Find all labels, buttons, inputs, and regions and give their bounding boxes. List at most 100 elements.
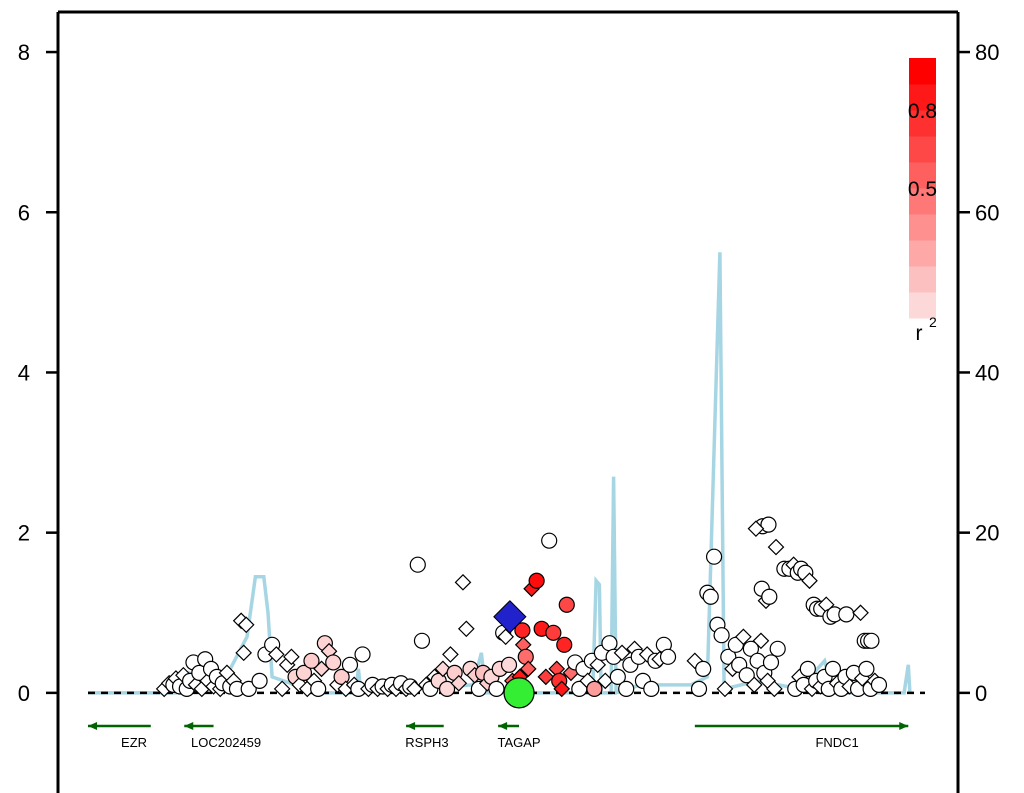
snp-point-circle: [558, 596, 575, 613]
gene-tagap-arrow-icon: [498, 722, 508, 730]
gene-rsph3-arrow-icon: [406, 722, 416, 730]
snp-point-circle: [333, 668, 350, 685]
legend-color-step: [909, 292, 936, 319]
gene-rsph3-label: RSPH3: [405, 735, 448, 750]
snp-point-circle: [354, 646, 371, 663]
snp-point-circle: [720, 648, 737, 665]
snp-point-diamond: [235, 644, 253, 662]
snp-point-circle: [409, 556, 426, 573]
snp-point-diamond: [442, 646, 459, 663]
gene-ezr-label: EZR: [121, 735, 147, 750]
snp-point-diamond: [716, 680, 734, 698]
snp-point-circle: [659, 648, 677, 665]
snp-point-diamond: [283, 648, 300, 666]
snp-point-circle: [325, 654, 342, 671]
top-snp-diamond: [493, 600, 527, 634]
index-snp-circle: [503, 677, 535, 709]
gene-fndc1-label: FNDC1: [815, 735, 858, 750]
snp-point-circle: [310, 680, 327, 697]
snp-point-circle: [695, 660, 712, 677]
snp-point-circle: [295, 664, 313, 681]
snp-point-circle: [769, 640, 786, 657]
legend-color-step: [909, 162, 936, 189]
legend-color-step: [909, 110, 936, 137]
legend-color-step: [909, 240, 936, 267]
snp-point-circle: [799, 660, 816, 677]
snp-points: [155, 516, 888, 709]
snp-point-diamond: [237, 616, 255, 634]
legend-color-step: [909, 188, 936, 215]
snp-point-circle: [528, 572, 545, 589]
left-tick-label: 6: [18, 200, 30, 225]
snp-point-circle: [251, 672, 268, 689]
gene-fndc1-arrow-icon: [899, 722, 909, 730]
snp-point-diamond: [267, 646, 285, 663]
legend-color-step: [909, 84, 936, 111]
snp-point-circle: [556, 636, 573, 653]
snp-point-circle: [545, 624, 562, 641]
snp-point-circle: [863, 632, 880, 649]
snp-point-diamond: [752, 632, 770, 650]
legend-color-step: [909, 214, 936, 241]
gene-ezr-arrow-icon: [88, 722, 97, 730]
legend-color-step: [909, 58, 936, 85]
snp-point-circle: [760, 516, 777, 533]
snp-point-diamond: [589, 656, 607, 674]
gene-track: EZR LOC202459 RSPH3 TAGAP FNDC1: [88, 722, 909, 750]
right-tick-label: 0: [975, 681, 987, 706]
snp-point-circle: [586, 680, 603, 697]
legend-color-step: [909, 266, 936, 293]
snp-point-circle: [438, 680, 456, 697]
snp-point-diamond: [457, 620, 475, 638]
snp-point-circle: [690, 680, 708, 697]
right-tick-label: 60: [975, 200, 999, 225]
snp-point-circle: [500, 656, 518, 673]
snp-point-circle: [858, 660, 875, 677]
left-tick-label: 8: [18, 40, 30, 65]
right-tick-label: 80: [975, 40, 999, 65]
snp-point-diamond: [519, 660, 537, 678]
ld-legend: 0.8 0.5 r 2: [908, 58, 937, 345]
snp-point-diamond: [613, 644, 631, 662]
snp-point-circle: [488, 680, 505, 697]
gene-loc202459-arrow-icon: [184, 722, 194, 730]
snp-point-diamond: [553, 680, 571, 698]
snp-point-circle: [761, 588, 778, 605]
legend-value-label: 0.5: [908, 178, 937, 201]
gene-loc202459-label: LOC202459: [191, 735, 261, 750]
snp-point-circle: [713, 627, 730, 644]
snp-point-circle: [824, 660, 842, 677]
right-tick-label: 40: [975, 360, 999, 385]
snp-point-circle: [341, 656, 359, 673]
left-tick-label: 0: [18, 681, 30, 706]
snp-point-circle: [762, 654, 780, 671]
snp-point-circle: [601, 635, 618, 652]
snp-point-circle: [702, 588, 719, 605]
snp-point-diamond: [765, 680, 783, 698]
snp-point-circle: [643, 680, 660, 697]
snp-point-diamond: [497, 628, 515, 646]
snp-point-circle: [541, 532, 558, 549]
snp-point-diamond: [273, 680, 291, 698]
snp-point-circle: [838, 606, 855, 623]
left-tick-label: 4: [18, 360, 30, 385]
snp-point-diamond: [537, 668, 555, 686]
right-tick-label: 20: [975, 521, 999, 546]
snp-point-diamond: [450, 674, 468, 692]
snp-point-diamond: [735, 628, 752, 646]
snp-point-diamond: [745, 676, 763, 694]
snp-point-circle: [413, 632, 431, 649]
snp-point-circle: [738, 667, 755, 684]
snp-point-diamond: [801, 572, 818, 590]
snp-point-diamond: [747, 520, 765, 538]
legend-color-step: [909, 136, 936, 163]
legend-value-label: 0.8: [908, 100, 937, 123]
left-tick-label: 2: [18, 521, 30, 546]
legend-title: r: [916, 322, 923, 345]
snp-point-circle: [517, 648, 534, 665]
legend-title-superscript: 2: [929, 314, 937, 330]
snp-point-circle: [705, 548, 723, 565]
gene-tagap-label: TAGAP: [498, 735, 541, 750]
